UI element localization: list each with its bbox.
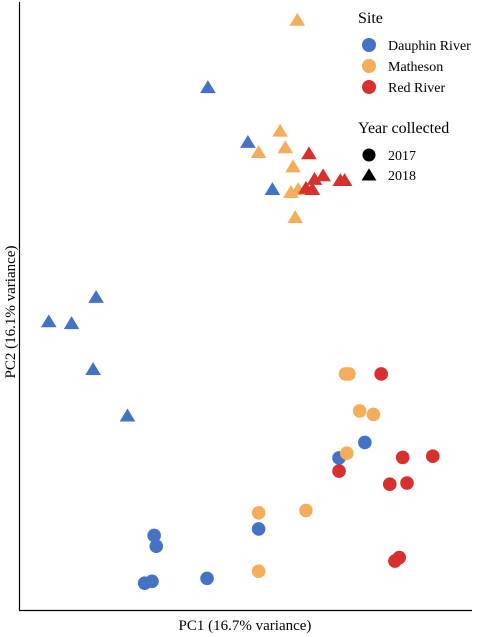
point-dauphin-river-2017: [147, 528, 161, 543]
point-matheson-2018: [250, 145, 267, 159]
point-matheson-2017: [342, 367, 356, 381]
point-dauphin-river-2018: [40, 314, 57, 328]
legend-year-title: Year collected: [358, 120, 449, 137]
point-dauphin-river-2017: [358, 435, 372, 450]
point-dauphin-river-2018: [240, 134, 256, 148]
point-red-river-2017: [388, 554, 402, 568]
point-matheson-2018: [289, 12, 306, 26]
legend-site-entries: Dauphin River Matheson Red River: [362, 38, 471, 96]
legend-swatch-red-river: [362, 80, 376, 94]
y-axis-title: PC2 (16.1% variance): [3, 246, 19, 379]
point-dauphin-river-2018: [88, 289, 104, 303]
legend-swatch-dauphin-river: [362, 38, 376, 52]
point-dauphin-river-2018: [63, 316, 80, 330]
legend-year-entries: 2017 2018: [361, 148, 416, 184]
point-matheson-2018: [277, 140, 294, 154]
point-dauphin-river-2017: [149, 539, 164, 553]
data-points: [40, 12, 440, 590]
point-matheson-2017: [251, 506, 266, 520]
point-red-river-2018: [304, 182, 321, 195]
x-axis-title: PC1 (16.7% variance): [179, 618, 312, 634]
legend-label-matheson: Matheson: [388, 60, 443, 75]
point-red-river-2017: [382, 477, 397, 492]
point-red-river-2017: [395, 450, 410, 465]
point-matheson-2017: [339, 446, 354, 461]
point-matheson-2017: [299, 503, 313, 518]
legend-shape-2018: [361, 168, 377, 181]
point-matheson-2018: [285, 159, 301, 173]
legend-swatch-matheson: [362, 59, 376, 73]
point-red-river-2017: [374, 367, 388, 381]
point-matheson-2018: [287, 210, 303, 224]
point-matheson-2017: [366, 407, 381, 422]
point-red-river-2017: [400, 476, 414, 490]
point-dauphin-river-2018: [119, 408, 136, 422]
point-red-river-2018: [315, 168, 331, 182]
point-dauphin-river-2017: [200, 571, 214, 586]
legend: Site Dauphin River Matheson Red River Year…: [358, 10, 471, 184]
point-red-river-2018: [306, 171, 323, 185]
point-dauphin-river-2018: [85, 362, 101, 375]
point-dauphin-river-2018: [264, 182, 281, 195]
point-red-river-2017: [332, 464, 346, 478]
legend-site-title: Site: [358, 10, 383, 27]
point-matheson-2018: [272, 123, 288, 137]
legend-label-2017: 2017: [388, 149, 416, 164]
point-dauphin-river-2017: [251, 522, 266, 536]
point-red-river-2018: [336, 173, 353, 187]
point-dauphin-river-2018: [200, 80, 216, 94]
point-red-river-2017: [425, 449, 440, 463]
legend-label-red-river: Red River: [388, 81, 445, 96]
point-matheson-2017: [352, 404, 367, 418]
legend-shape-2017: [362, 148, 376, 162]
point-matheson-2017: [251, 564, 266, 579]
legend-label-dauphin-river: Dauphin River: [388, 39, 471, 54]
point-dauphin-river-2017: [137, 576, 152, 590]
legend-label-2018: 2018: [388, 169, 416, 184]
point-red-river-2018: [301, 146, 317, 160]
